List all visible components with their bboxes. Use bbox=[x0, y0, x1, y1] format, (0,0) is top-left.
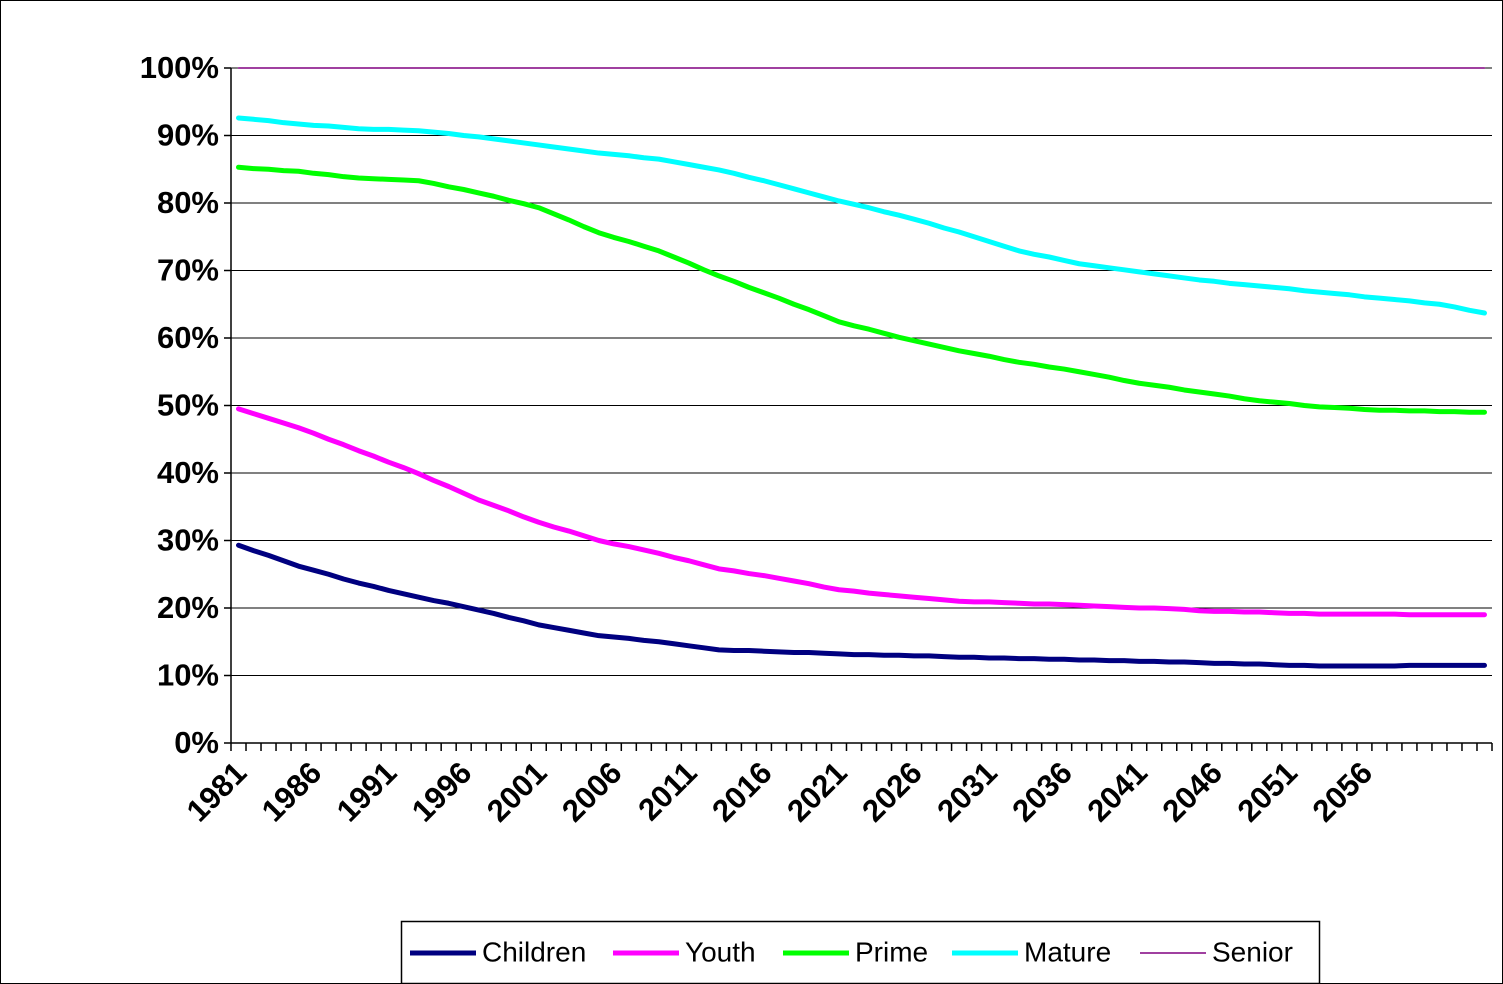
y-tick-label: 0% bbox=[174, 725, 219, 760]
legend-label: Youth bbox=[685, 936, 756, 967]
series-line bbox=[236, 164, 1487, 415]
y-tick-label: 60% bbox=[157, 320, 219, 355]
y-tick-label: 20% bbox=[157, 590, 219, 625]
series-line bbox=[236, 406, 1487, 618]
legend-label: Prime bbox=[855, 936, 928, 967]
legend-label: Mature bbox=[1024, 936, 1111, 967]
y-tick-label: 10% bbox=[157, 658, 219, 693]
y-tick-label: 30% bbox=[157, 523, 219, 558]
y-tick-label: 40% bbox=[157, 455, 219, 490]
y-tick-label: 90% bbox=[157, 118, 219, 153]
y-tick-label: 100% bbox=[140, 50, 219, 85]
series-line bbox=[236, 542, 1487, 669]
y-tick-label: 50% bbox=[157, 388, 219, 423]
y-tick-label: 70% bbox=[157, 253, 219, 288]
legend-label: Children bbox=[482, 936, 586, 967]
series-line bbox=[236, 115, 1487, 316]
y-tick-label: 80% bbox=[157, 185, 219, 220]
legend-label: Senior bbox=[1212, 936, 1293, 967]
